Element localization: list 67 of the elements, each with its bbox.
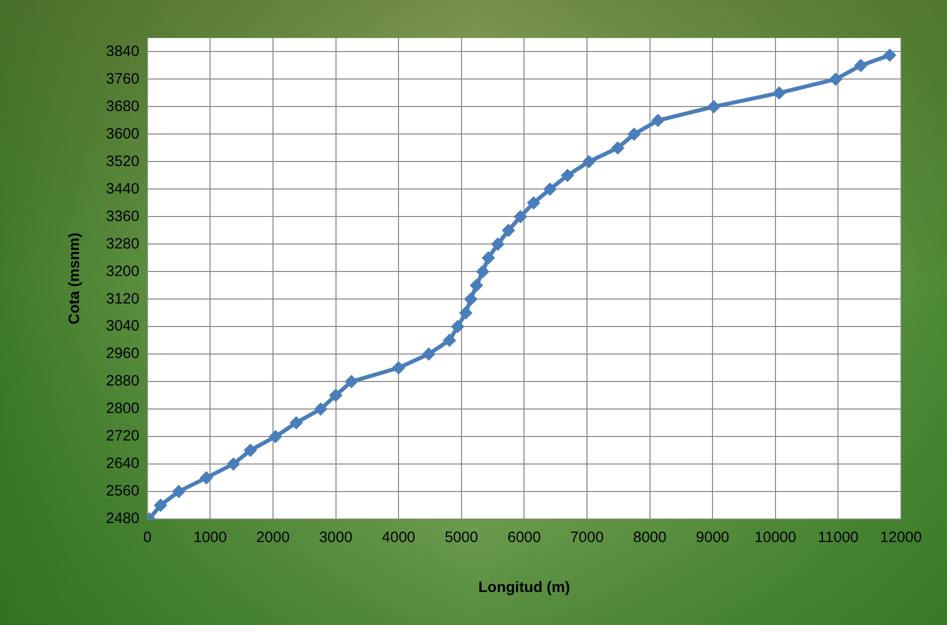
y-tick-label: 2560 (106, 482, 140, 500)
y-tick-label: 2720 (106, 428, 140, 445)
y-tick-label: 3120 (106, 290, 140, 308)
x-tick-label: 0 (143, 529, 152, 546)
point (514, 210, 527, 224)
point (464, 292, 478, 306)
y-tick-label: 3520 (106, 152, 140, 170)
x-tick-label: 8000 (633, 529, 666, 546)
x-tick-label: 11000 (818, 529, 858, 546)
x-tick-label: 1000 (193, 529, 227, 546)
point (459, 306, 472, 320)
x-tick-label: 3000 (319, 529, 352, 546)
y-tick-label: 3440 (106, 180, 140, 198)
point (883, 48, 896, 62)
point (344, 375, 358, 388)
point (628, 128, 641, 141)
y-tick-label: 3600 (106, 125, 140, 142)
point (611, 141, 624, 154)
x-axis-title: Longitud (m) (478, 579, 570, 596)
point (707, 100, 720, 114)
y-axis-title: Cota (msnm) (66, 232, 84, 324)
x-tick-label: 10000 (754, 529, 796, 546)
y-tick-label: 2800 (106, 400, 140, 418)
x-tick-label: 6000 (507, 529, 541, 546)
point (470, 278, 483, 292)
point (527, 196, 540, 210)
y-tick-label: 3360 (106, 208, 140, 225)
point (543, 182, 556, 196)
point (482, 251, 495, 264)
point (854, 58, 868, 72)
y-tick-label: 3280 (106, 235, 140, 252)
x-tick-label: 12000 (880, 529, 922, 546)
x-tick-label: 9000 (696, 529, 730, 546)
point (772, 86, 786, 100)
point (290, 416, 303, 430)
point (226, 458, 240, 471)
x-tick-label: 4000 (382, 529, 416, 546)
point (502, 224, 515, 237)
point (582, 155, 596, 168)
point (154, 498, 168, 512)
x-tick-label: 7000 (570, 529, 604, 546)
y-tick-label: 3200 (106, 262, 140, 280)
point (476, 265, 490, 278)
y-tick-label: 3680 (106, 98, 140, 115)
point (244, 444, 257, 457)
point (651, 114, 664, 127)
point (561, 168, 574, 182)
y-tick-label: 2480 (106, 510, 140, 528)
y-tick-label: 3760 (106, 70, 140, 88)
x-tick-label: 2000 (256, 529, 290, 546)
point (491, 238, 504, 251)
y-tick-label: 3840 (106, 42, 140, 60)
point (442, 334, 456, 347)
point (268, 430, 282, 444)
point (329, 388, 342, 402)
y-tick-label: 2640 (106, 455, 140, 472)
point (314, 402, 328, 416)
point (200, 471, 213, 484)
y-tick-label: 3040 (106, 318, 140, 335)
point (829, 72, 842, 86)
y-tick-label: 2880 (106, 372, 140, 390)
point (422, 348, 436, 361)
point (392, 361, 406, 374)
y-tick-label: 2960 (106, 345, 140, 362)
point (451, 320, 464, 334)
x-tick-label: 5000 (444, 529, 478, 546)
point (172, 485, 186, 498)
